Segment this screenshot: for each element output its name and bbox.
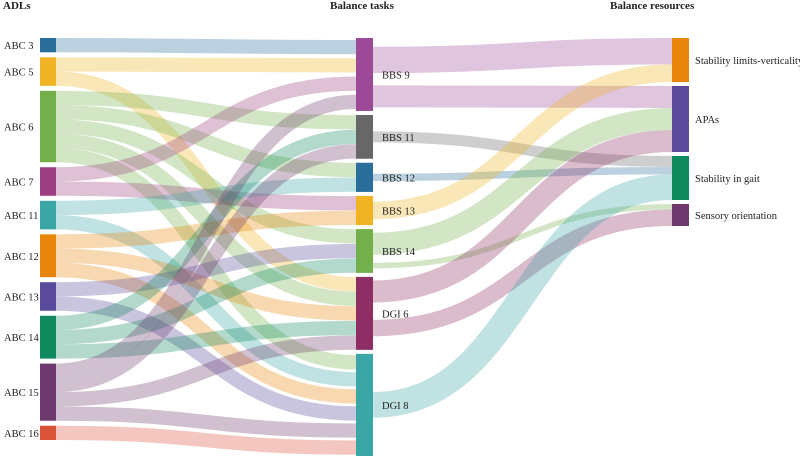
link-bbs12-sg	[372, 167, 673, 181]
link-abc12-bbs13	[55, 210, 357, 249]
label-abc13: ABC 13	[4, 292, 39, 303]
label-abc11: ABC 11	[4, 211, 38, 222]
label-abc14: ABC 14	[4, 333, 39, 344]
label-apa: APAs	[695, 115, 719, 126]
column-title-adls: ADLs	[3, 0, 31, 12]
link-abc14-bbs11	[55, 129, 357, 331]
node-apa	[672, 86, 689, 152]
link-abc7-bbs13	[55, 181, 357, 211]
label-bbs11: BBS 11	[382, 133, 415, 144]
link-abc12-dgi6	[55, 248, 357, 321]
node-abc16	[40, 425, 56, 440]
label-sg: Stability in gait	[695, 174, 760, 185]
link-bbs14-so	[372, 204, 673, 269]
node-abc3	[40, 38, 56, 53]
link-abc3-bbs9	[55, 38, 357, 55]
link-abc12-dgi8	[55, 262, 357, 404]
column-title-balance-resources: Balance resources	[610, 0, 695, 12]
label-so: Sensory orientation	[695, 211, 778, 222]
label-abc5: ABC 5	[4, 68, 33, 79]
link-abc6-bbs11	[55, 90, 357, 130]
link-abc15-dgi6	[55, 335, 357, 407]
sankey-nodes	[40, 38, 689, 456]
link-abc7-bbs9	[55, 76, 357, 182]
label-abc16: ABC 16	[4, 429, 39, 440]
label-bbs9: BBS 9	[382, 70, 410, 81]
node-bbs12	[356, 162, 373, 192]
node-bbs14	[356, 229, 373, 273]
link-abc13-bbs14	[55, 243, 357, 297]
link-abc13-dgi8	[55, 296, 357, 421]
node-abc5	[40, 57, 56, 86]
node-dgi8	[356, 353, 373, 456]
link-bbs9-apa	[372, 85, 673, 108]
link-abc16-dgi8	[55, 425, 357, 455]
link-abc5-bbs9	[55, 57, 357, 73]
sankey-links	[55, 38, 673, 455]
link-abc15-bbs11	[55, 144, 357, 393]
link-bbs13-slv	[372, 64, 673, 220]
link-dgi8-sg	[372, 174, 673, 418]
link-abc5-dgi6	[55, 71, 357, 292]
label-abc15: ABC 15	[4, 388, 39, 399]
node-abc6	[40, 90, 56, 163]
node-dgi6	[356, 276, 373, 350]
label-bbs13: BBS 13	[382, 207, 415, 218]
node-bbs11	[356, 114, 373, 159]
link-bbs11-sg	[372, 131, 673, 167]
node-abc15	[40, 363, 56, 421]
node-so	[672, 204, 689, 226]
link-dgi6-so	[372, 209, 673, 337]
link-abc14-bbs14	[55, 258, 357, 345]
label-slv: Stability limits-verticality	[695, 56, 800, 67]
label-abc7: ABC 7	[4, 178, 33, 189]
link-abc15-dgi8	[55, 406, 357, 438]
link-abc11-dgi8	[55, 215, 357, 387]
link-abc6-bbs12	[55, 105, 357, 178]
label-bbs12: BBS 12	[382, 173, 415, 184]
label-dgi6: DGI 6	[382, 309, 409, 320]
link-abc6-dgi6	[55, 133, 357, 306]
link-abc15-bbs9	[55, 94, 357, 378]
node-abc7	[40, 167, 56, 196]
label-abc3: ABC 3	[4, 41, 33, 52]
column-title-balance-tasks: Balance tasks	[330, 0, 395, 12]
link-dgi6-apa	[372, 130, 673, 303]
node-bbs9	[356, 38, 373, 111]
label-bbs14: BBS 14	[382, 247, 416, 258]
node-abc14	[40, 315, 56, 359]
node-abc12	[40, 234, 56, 278]
label-abc6: ABC 6	[4, 123, 33, 134]
node-slv	[672, 38, 689, 82]
sankey-labels: ABC 3 ABC 5 ABC 6 ABC 7 ABC 11 ABC 12 ABC 13 AB…	[4, 41, 800, 440]
link-abc14-dgi6	[55, 320, 357, 359]
node-bbs13	[356, 195, 373, 226]
link-abc6-bbs14	[55, 119, 357, 244]
node-abc13	[40, 282, 56, 311]
label-dgi8: DGI 8	[382, 401, 409, 412]
label-abc12: ABC 12	[4, 252, 39, 263]
link-abc6-dgi8	[55, 147, 357, 370]
link-abc11-bbs12	[55, 177, 357, 216]
link-bbs14-apa	[372, 108, 673, 255]
node-sg	[672, 156, 689, 200]
link-bbs9-slv	[372, 38, 673, 74]
node-abc11	[40, 200, 56, 230]
